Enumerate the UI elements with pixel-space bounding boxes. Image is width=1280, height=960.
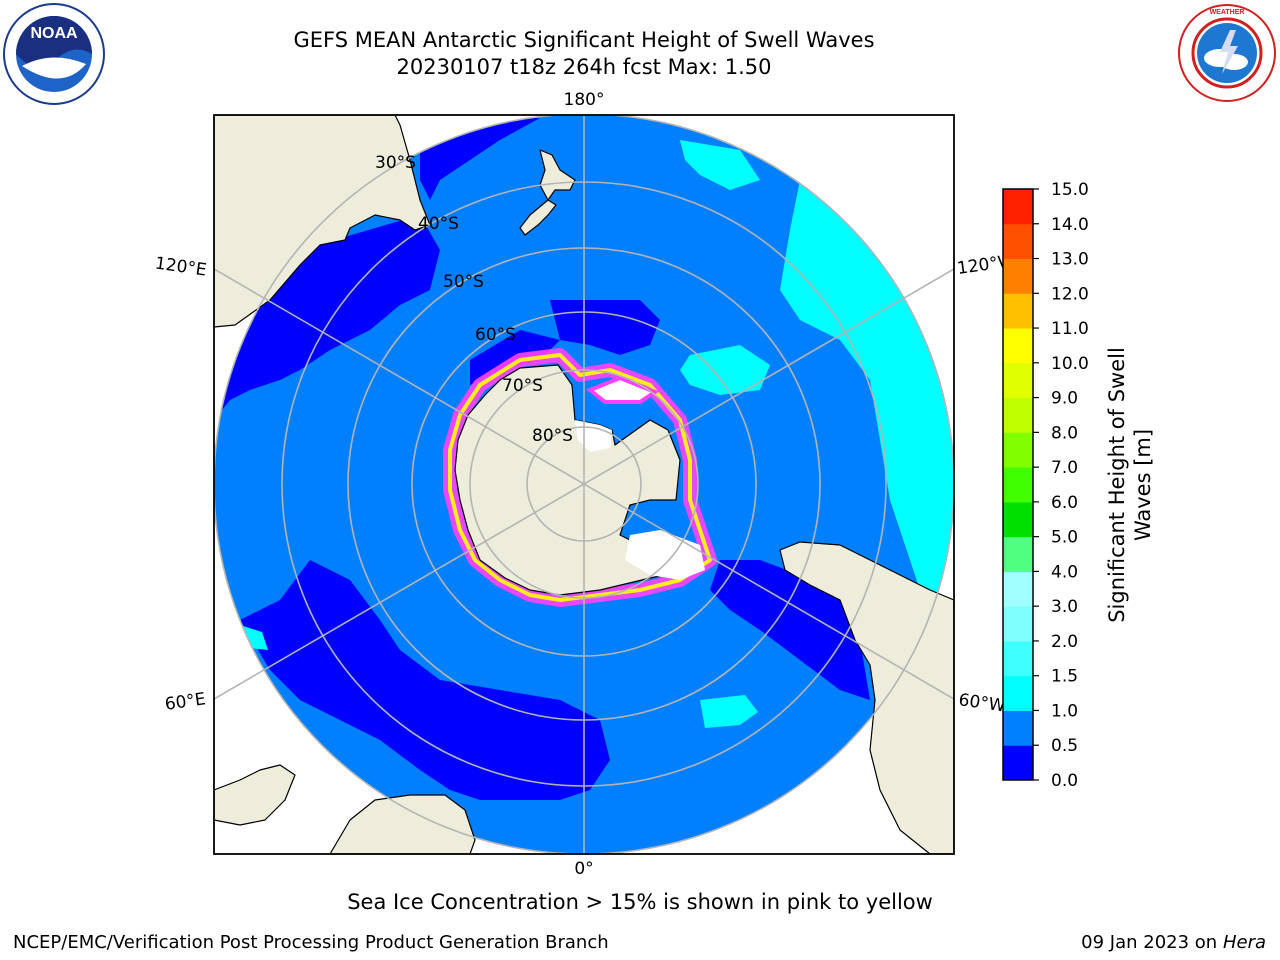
antarctica xyxy=(443,348,717,607)
colorbar-segment xyxy=(1003,293,1033,329)
colorbar-tick-label: 7.0 xyxy=(1051,458,1078,478)
sea-ice-ross-sea xyxy=(586,375,660,404)
colorbar-segment xyxy=(1003,640,1033,677)
colorbar-segment xyxy=(1003,189,1033,225)
colorbar-tick-label: 10.0 xyxy=(1051,354,1089,374)
low-swell-region-indian xyxy=(214,215,440,420)
colorbar-tick-label: 8.0 xyxy=(1051,423,1078,443)
colorbar-tick-label: 0.0 xyxy=(1051,771,1078,791)
lat-label-60S: 60°S xyxy=(475,325,516,345)
lat-label-70S: 70°S xyxy=(502,376,543,396)
colorbar-label-line1: Significant Height of Swell xyxy=(1105,347,1129,623)
colorbar-segment xyxy=(1003,571,1033,607)
low-swell-region-ross xyxy=(550,300,660,355)
lon-label-60E: 60°E xyxy=(164,689,207,714)
colorbar: 0.0 0.5 1.0 1.5 2.0 3.0 4.0 5.0 6.0 7.0 8.0 9.0 10.0… xyxy=(1002,180,1089,791)
sea-ice-inner-band xyxy=(448,353,712,602)
colorbar-tick-label: 1.5 xyxy=(1051,667,1078,687)
colorbar-tick-label: 2.0 xyxy=(1051,632,1078,652)
sea-ice-note: Sea Ice Concentration > 15% is shown in … xyxy=(347,890,933,914)
colorbar-segment xyxy=(1003,397,1033,433)
colorbar-segment xyxy=(1003,432,1033,468)
colorbar-tick-label: 12.0 xyxy=(1051,284,1089,304)
map-title: GEFS MEAN Antarctic Significant Height o… xyxy=(293,28,875,52)
meridian-120E-60W xyxy=(214,268,954,700)
lon-label-0: 0° xyxy=(574,859,593,879)
colorbar-segment xyxy=(1003,467,1033,503)
nws-logo: WEATHER xyxy=(1178,4,1276,102)
map-subtitle: 20230107 t18z 264h fcst Max: 1.50 xyxy=(396,55,772,79)
producer-credit: NCEP/EMC/Verification Post Processing Pr… xyxy=(13,932,609,953)
map-panel: 30°S 40°S 50°S 60°S 70°S 80°S xyxy=(214,115,954,854)
colorbar-segment xyxy=(1003,362,1033,399)
colorbar-segment xyxy=(1003,501,1033,538)
colorbar-tick-label: 14.0 xyxy=(1051,215,1089,235)
noaa-logo: NOAA xyxy=(3,3,105,105)
colorbar-segment xyxy=(1003,606,1033,642)
high-swell-region-pacific-patch xyxy=(680,140,760,190)
colorbar-segment xyxy=(1003,675,1033,711)
date-text: 09 Jan 2023 on xyxy=(1081,932,1218,953)
continents xyxy=(214,115,954,854)
colorbar-tick-label: 3.0 xyxy=(1051,597,1078,617)
colorbar-segment xyxy=(1003,745,1033,781)
colorbar-tick-label: 5.0 xyxy=(1051,528,1078,548)
latitude-labels: 30°S 40°S 50°S 60°S 70°S 80°S xyxy=(375,153,573,446)
lon-label-180: 180° xyxy=(564,90,605,110)
land-south-america xyxy=(779,541,954,854)
lat-label-30S: 30°S xyxy=(375,153,416,173)
map-frame xyxy=(213,114,955,855)
colorbar-segment xyxy=(1003,258,1033,294)
lat-label-50S: 50°S xyxy=(443,272,484,292)
colorbar-tick-label: 0.5 xyxy=(1051,736,1078,756)
host-name: Hera xyxy=(1222,932,1266,953)
land-africa-south xyxy=(329,794,476,854)
lat-label-80S: 80°S xyxy=(532,426,573,446)
high-swell-region-west xyxy=(240,625,268,650)
colorbar-segment xyxy=(1003,223,1033,260)
lat-label-40S: 40°S xyxy=(418,214,459,234)
colorbar-tick-label: 11.0 xyxy=(1051,319,1089,339)
low-swell-region-southwest xyxy=(240,560,610,800)
colorbar-segment xyxy=(1003,710,1033,746)
svg-text:WEATHER: WEATHER xyxy=(1210,9,1245,16)
lon-label-60W: 60°W xyxy=(957,690,1006,716)
colorbar-label-line2: Waves [m] xyxy=(1131,429,1155,541)
land-new-zealand-north xyxy=(539,149,576,201)
colorbar-tick-label: 13.0 xyxy=(1051,250,1089,270)
colorbar-tick-label: 4.0 xyxy=(1051,562,1078,582)
colorbar-segment xyxy=(1003,328,1033,364)
colorbar-segment xyxy=(1003,536,1033,572)
colorbar-tick-label: 9.0 xyxy=(1051,389,1078,409)
colorbar-tick-label: 6.0 xyxy=(1051,493,1078,513)
graticule xyxy=(214,115,954,854)
colorbar-tick-label: 1.0 xyxy=(1051,701,1078,721)
colorbar-tick-label: 15.0 xyxy=(1051,180,1089,200)
land-africa-madagascar xyxy=(214,764,296,826)
colorbar-frame xyxy=(1002,188,1034,781)
high-swell-region-mid-pacific xyxy=(680,345,770,395)
noaa-logo-text: NOAA xyxy=(30,25,78,42)
high-swell-region-south-atlantic xyxy=(700,695,758,728)
land-new-zealand-south xyxy=(519,199,557,236)
lon-label-120E: 120°E xyxy=(154,254,208,281)
generation-date: 09 Jan 2023 on Hera xyxy=(1081,932,1266,953)
